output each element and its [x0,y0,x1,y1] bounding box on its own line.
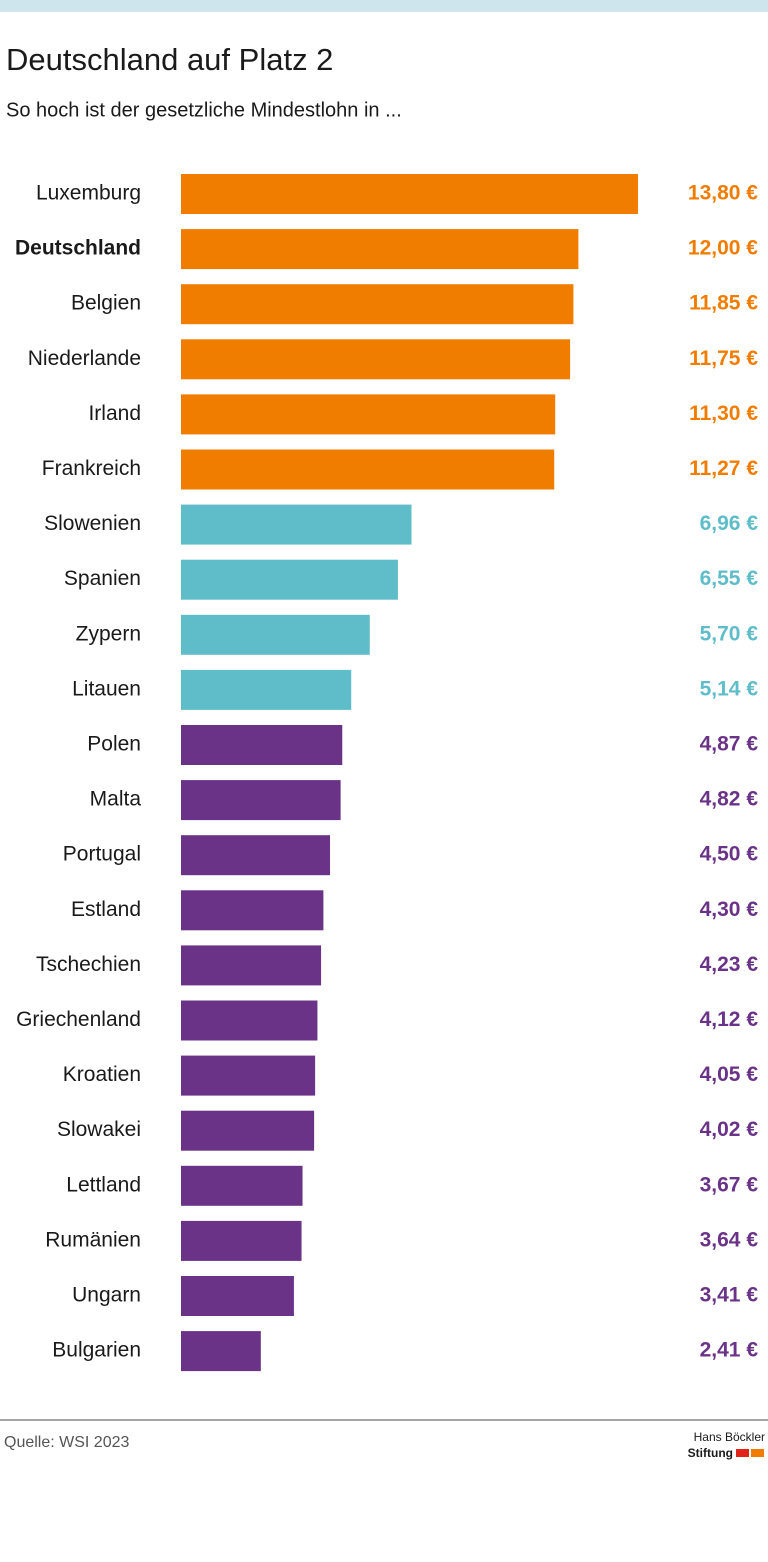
category-label: Spanien [64,567,141,590]
bar [181,1110,315,1151]
value-label: 3,67 € [700,1173,759,1196]
top-band [0,0,768,12]
category-label: Tschechien [36,953,141,976]
category-label: Malta [90,788,142,811]
category-label: Slowenien [44,512,141,535]
bar [181,1000,318,1041]
bar [181,780,341,821]
logo-mark [751,1449,764,1457]
category-label: Kroatien [63,1063,141,1086]
category-label: Bulgarien [52,1339,141,1362]
category-label: Irland [88,402,141,425]
category-label: Niederlande [28,347,141,370]
value-label: 4,12 € [700,1008,759,1031]
bar [181,1165,303,1206]
category-label: Belgien [71,292,141,315]
value-label: 11,85 € [689,292,758,315]
value-label: 2,41 € [700,1339,759,1362]
value-label: 12,00 € [688,237,758,260]
value-label: 5,70 € [700,622,759,645]
bar [181,945,322,986]
bar [181,504,412,545]
category-label: Frankreich [42,457,141,480]
bar [181,1331,261,1372]
value-label: 3,64 € [700,1228,759,1251]
value-label: 6,55 € [700,567,759,590]
value-label: 4,05 € [700,1063,759,1086]
value-label: 6,96 € [700,512,759,535]
value-label: 11,30 € [689,402,758,425]
bar [181,1220,302,1261]
category-label: Polen [87,733,141,756]
logo-line2: Stiftung [688,1446,733,1460]
logo-mark [736,1449,749,1457]
logo-line1: Hans Böckler [694,1430,765,1444]
bar [181,449,555,490]
value-label: 4,23 € [700,953,759,976]
bar [181,890,324,931]
category-label: Luxemburg [36,182,141,205]
value-label: 11,27 € [689,457,758,480]
bar [181,174,638,214]
value-label: 11,75 € [689,347,758,370]
bar [181,394,556,435]
chart-title: Deutschland auf Platz 2 [6,42,333,77]
value-label: 4,30 € [700,898,759,921]
category-label: Estland [71,898,141,921]
bar [181,835,331,876]
category-label: Ungarn [72,1284,141,1307]
bar [181,1276,294,1316]
value-label: 5,14 € [700,677,759,700]
category-label: Litauen [72,677,141,700]
value-label: 4,87 € [700,733,759,756]
bar [181,669,352,710]
value-label: 4,82 € [700,788,759,811]
bar [181,559,398,600]
category-label: Slowakei [57,1118,141,1141]
value-label: 4,50 € [700,843,759,866]
bar [181,725,343,765]
bar [181,1055,316,1096]
category-label: Lettland [66,1173,141,1196]
value-label: 4,02 € [700,1118,759,1141]
source: Quelle: WSI 2023 [4,1434,130,1451]
bar [181,229,579,270]
bar [181,339,571,380]
category-label: Rumänien [45,1228,141,1251]
category-label: Portugal [63,843,141,866]
value-label: 3,41 € [700,1284,759,1307]
category-label: Deutschland [15,237,141,260]
bar [181,284,574,325]
bar [181,614,370,655]
category-label: Zypern [76,622,141,645]
category-label: Griechenland [16,1008,141,1031]
value-label: 13,80 € [688,182,758,205]
chart-subtitle: So hoch ist der gesetzliche Mindestlohn … [6,99,402,121]
